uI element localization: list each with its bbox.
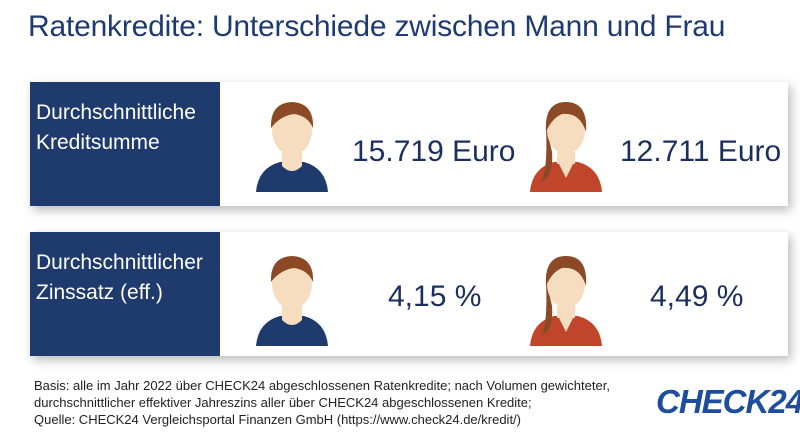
female-value: 4,49 % (650, 280, 744, 313)
footer-line: Quelle: CHECK24 Vergleichsportal Finanze… (34, 412, 521, 427)
table-row: Durchschnittliche Kreditsumme 15.719 Eur… (30, 82, 788, 206)
table-row: Durchschnittlicher Zinssatz (eff.) 4,15 … (30, 232, 788, 356)
man-icon (256, 102, 328, 192)
woman-icon (530, 102, 602, 192)
row-label-line1: Durchschnittliche (36, 101, 196, 124)
woman-icon (530, 256, 602, 346)
row-label: Durchschnittliche Kreditsumme (30, 82, 220, 206)
man-icon (256, 256, 328, 346)
male-value: 15.719 Euro (352, 135, 516, 168)
footer-notes: Basis: alle im Jahr 2022 über CHECK24 ab… (34, 377, 654, 428)
row-label-line2: Kreditsumme (36, 131, 160, 154)
male-value: 4,15 % (388, 280, 482, 313)
footer-line: Basis: alle im Jahr 2022 über CHECK24 ab… (34, 378, 610, 393)
footer-line: durchschnittlicher effektiver Jahreszins… (34, 395, 532, 410)
female-value: 12.711 Euro (620, 135, 782, 168)
page-title: Ratenkredite: Unterschiede zwischen Mann… (28, 10, 726, 43)
row-label-line2: Zinssatz (eff.) (36, 281, 163, 304)
row-label-line1: Durchschnittlicher (36, 251, 203, 274)
check24-logo: CHECK24 (656, 383, 800, 420)
row-label: Durchschnittlicher Zinssatz (eff.) (30, 232, 220, 356)
